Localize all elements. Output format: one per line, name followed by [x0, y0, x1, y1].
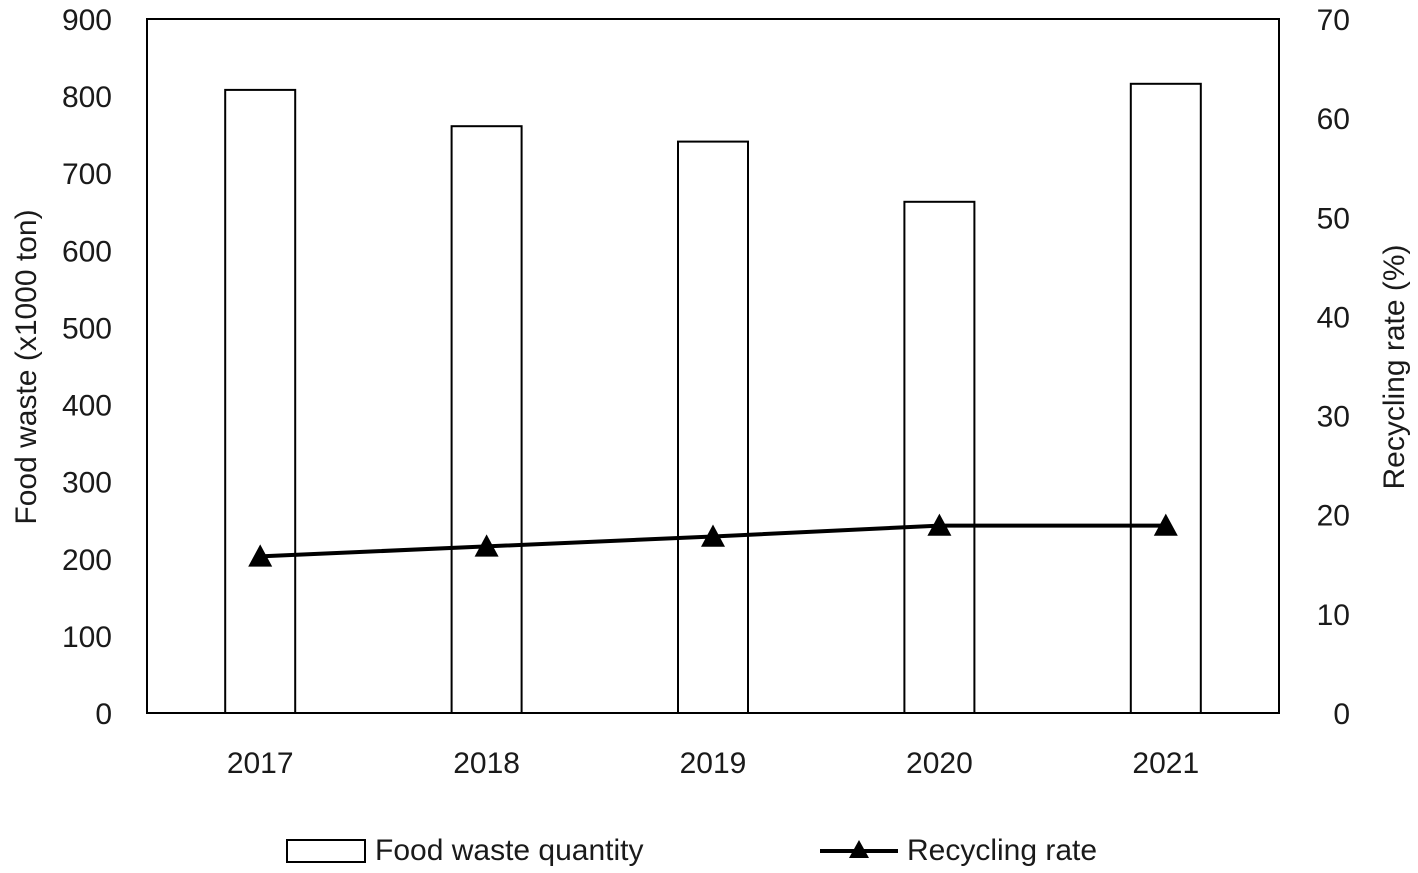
legend: Food waste quantity Recycling rate	[286, 834, 1097, 867]
legend-label-recycling-rate: Recycling rate	[907, 834, 1097, 867]
left-tick-labels: 0 100 200 300 400 500 600 700 800 900	[62, 4, 112, 731]
bar-2020	[903, 200, 976, 715]
recycling-point-2017	[248, 544, 273, 567]
y2-tick-label-40: 40	[1317, 301, 1350, 334]
right-tick-labels: 0 10 20 30 40 50 60 70	[1317, 4, 1350, 731]
legend-swatch-food-waste	[286, 839, 366, 863]
y-tick-label-600: 600	[62, 235, 112, 268]
y-tick-label-300: 300	[62, 467, 112, 500]
recycling-point-2019	[701, 524, 725, 547]
y-tick-label-0: 0	[95, 698, 112, 731]
bar-2019	[677, 140, 749, 715]
y-tick-label-400: 400	[62, 390, 112, 423]
x-tick-labels: 2017 2018 2019 2020 2021	[227, 747, 1199, 780]
y-tick-label-700: 700	[62, 158, 112, 191]
y-axis-label: Food waste (x1000 ton)	[10, 209, 43, 524]
y2-tick-label-20: 20	[1317, 500, 1350, 533]
x-tick-label-2021: 2021	[1132, 747, 1199, 780]
legend-triangle-marker	[849, 840, 869, 858]
y2-tick-label-60: 60	[1317, 103, 1350, 136]
x-tick-label-2020: 2020	[906, 747, 973, 780]
y2-tick-label-70: 70	[1317, 4, 1350, 37]
recycling-point-2018	[474, 534, 499, 557]
y2-axis-label: Recycling rate (%)	[1378, 244, 1411, 489]
line-layer	[248, 513, 1178, 567]
x-tick-label-2019: 2019	[680, 747, 747, 780]
y2-tick-label-30: 30	[1317, 401, 1350, 434]
bar-2017	[224, 88, 297, 714]
y2-tick-label-10: 10	[1317, 599, 1350, 632]
recycling-point-2020	[927, 513, 952, 536]
legend-label-food-waste: Food waste quantity	[375, 834, 644, 867]
y-tick-label-500: 500	[62, 312, 112, 345]
bar-2021	[1129, 82, 1202, 715]
x-tick-label-2017: 2017	[227, 747, 294, 780]
recycling-point-2021	[1153, 513, 1178, 536]
bar-2018	[450, 125, 523, 714]
bars-layer	[224, 82, 1202, 715]
y2-tick-label-50: 50	[1317, 202, 1350, 235]
x-tick-label-2018: 2018	[453, 747, 520, 780]
y-tick-label-900: 900	[62, 4, 112, 37]
y-tick-label-200: 200	[62, 544, 112, 577]
y2-tick-label-0: 0	[1333, 698, 1350, 731]
y-tick-label-800: 800	[62, 81, 112, 114]
y-tick-label-100: 100	[62, 621, 112, 654]
